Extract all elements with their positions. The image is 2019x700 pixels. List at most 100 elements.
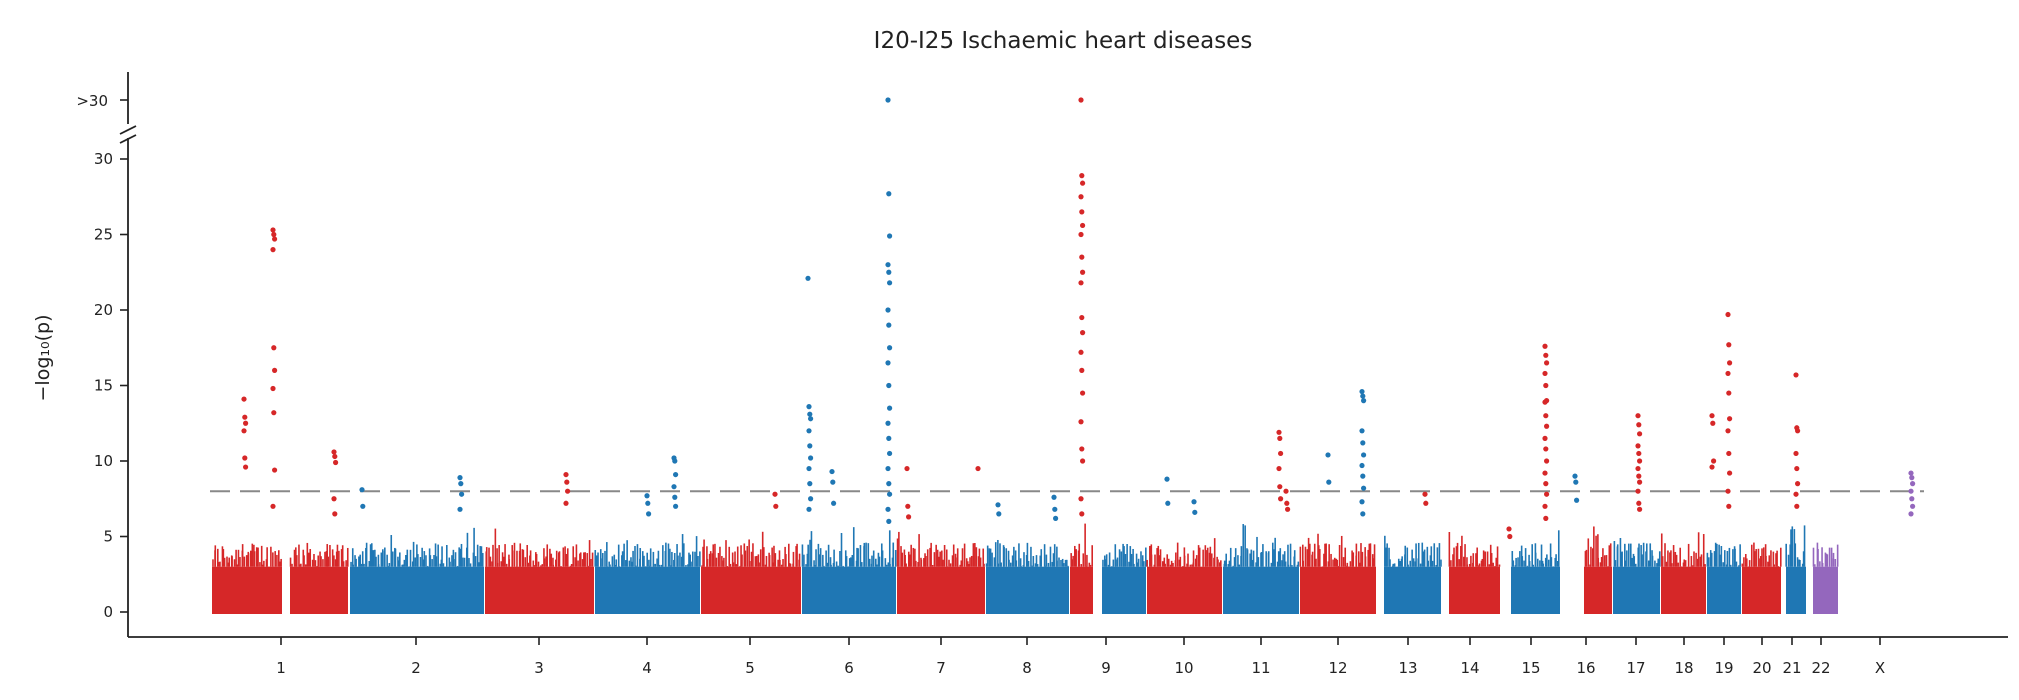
snp-point — [333, 459, 339, 466]
chrom-block-10 — [1102, 543, 1147, 614]
snp-point — [270, 385, 276, 392]
peak-chr6 — [805, 275, 811, 281]
snp-point — [1542, 399, 1548, 405]
snp-point — [1361, 398, 1367, 404]
snp-point — [272, 467, 278, 473]
x-tick-label-chr1: 1 — [276, 659, 286, 677]
snp-point — [1711, 458, 1717, 464]
noise-band — [1511, 566, 1560, 614]
snp-point — [806, 404, 812, 410]
snp-point — [360, 503, 366, 509]
snp-point — [1543, 446, 1549, 452]
snp-point — [673, 503, 679, 509]
snp-point — [1542, 370, 1548, 377]
snp-point — [1794, 503, 1800, 509]
noise-band — [1384, 566, 1441, 614]
snp-point — [1078, 496, 1084, 502]
snp-point — [1793, 491, 1799, 497]
snp-point — [772, 491, 778, 497]
y-tick-label: 25 — [94, 226, 113, 244]
snp-point — [243, 420, 249, 426]
snp-point — [1574, 497, 1580, 503]
snp-point — [1165, 500, 1171, 506]
snp-point — [1726, 503, 1732, 509]
peak-chr10 — [1164, 476, 1171, 506]
snp-point — [975, 465, 981, 472]
peak-chr15 — [1506, 526, 1513, 540]
snp-point — [885, 307, 891, 313]
snp-point — [1359, 428, 1365, 434]
snp-point — [887, 345, 893, 351]
snp-point — [1285, 506, 1291, 512]
snp-point — [887, 405, 893, 411]
snp-point — [645, 500, 651, 506]
snp-point — [1078, 194, 1084, 200]
snp-point — [242, 414, 248, 420]
snp-point — [905, 503, 911, 509]
snp-point — [1278, 450, 1284, 457]
snp-point — [565, 488, 571, 494]
snp-point — [1052, 506, 1058, 512]
noise-band — [1786, 566, 1806, 614]
snp-point — [1727, 360, 1733, 366]
snp-point — [1359, 499, 1365, 505]
snp-point — [886, 269, 892, 275]
noise-band — [1070, 566, 1093, 614]
snp-point — [270, 227, 276, 233]
snp-point — [457, 506, 463, 512]
snp-point — [241, 428, 247, 434]
x-tick-label-chr8: 8 — [1022, 659, 1032, 677]
peak-chr17 — [1635, 413, 1643, 512]
peak-chr4 — [644, 493, 652, 517]
snp-point — [1636, 450, 1642, 457]
axis-break-mark — [119, 125, 137, 135]
x-tick-label-chr14: 14 — [1460, 659, 1479, 677]
chrom-block-5 — [701, 531, 801, 614]
x-tick-label-chr5: 5 — [745, 659, 755, 677]
snp-point — [1635, 465, 1641, 472]
peak-chr8 — [1051, 494, 1059, 521]
snp-point — [1079, 209, 1085, 215]
x-tick-label-chr10: 10 — [1174, 659, 1193, 677]
snp-point — [644, 493, 650, 499]
snp-point — [457, 475, 463, 481]
snp-point — [1283, 488, 1289, 494]
y-tick-label-broken: >30 — [76, 92, 108, 110]
snp-point — [1637, 431, 1643, 437]
snp-point — [886, 382, 892, 389]
snp-point — [1080, 458, 1086, 464]
chrom-block-8 — [985, 539, 1069, 614]
snp-point — [806, 465, 812, 472]
x-tick-label-chr19: 19 — [1714, 659, 1733, 677]
snp-point — [1080, 390, 1086, 396]
x-tick-label-chr12: 12 — [1328, 659, 1347, 677]
snp-point — [995, 502, 1001, 508]
chrom-block-11 — [1146, 538, 1222, 614]
snp-point — [886, 322, 892, 328]
snp-point — [459, 491, 465, 497]
chrom-block-1 — [212, 543, 282, 614]
snp-point — [1359, 388, 1365, 395]
snp-point — [1573, 479, 1579, 485]
snp-point — [241, 396, 247, 402]
snp-point — [1079, 367, 1085, 373]
peak-chr16 — [1572, 473, 1580, 503]
snp-point — [458, 481, 464, 487]
snp-point — [1636, 500, 1642, 506]
peak-chr5 — [772, 491, 779, 509]
snp-point — [563, 471, 569, 478]
chrom-block-17 — [1584, 526, 1612, 614]
chrom-block-1b — [289, 542, 349, 614]
snp-point — [1636, 422, 1642, 428]
peak-chr1 — [241, 396, 249, 470]
snp-point — [1277, 484, 1283, 490]
noise-band — [350, 566, 484, 614]
axis-break-mark — [119, 134, 137, 144]
snp-point — [1078, 280, 1084, 286]
noise-band — [1742, 566, 1781, 614]
snp-point — [885, 506, 891, 512]
snp-point — [1543, 413, 1549, 419]
x-tick-label-chr7: 7 — [936, 659, 946, 677]
